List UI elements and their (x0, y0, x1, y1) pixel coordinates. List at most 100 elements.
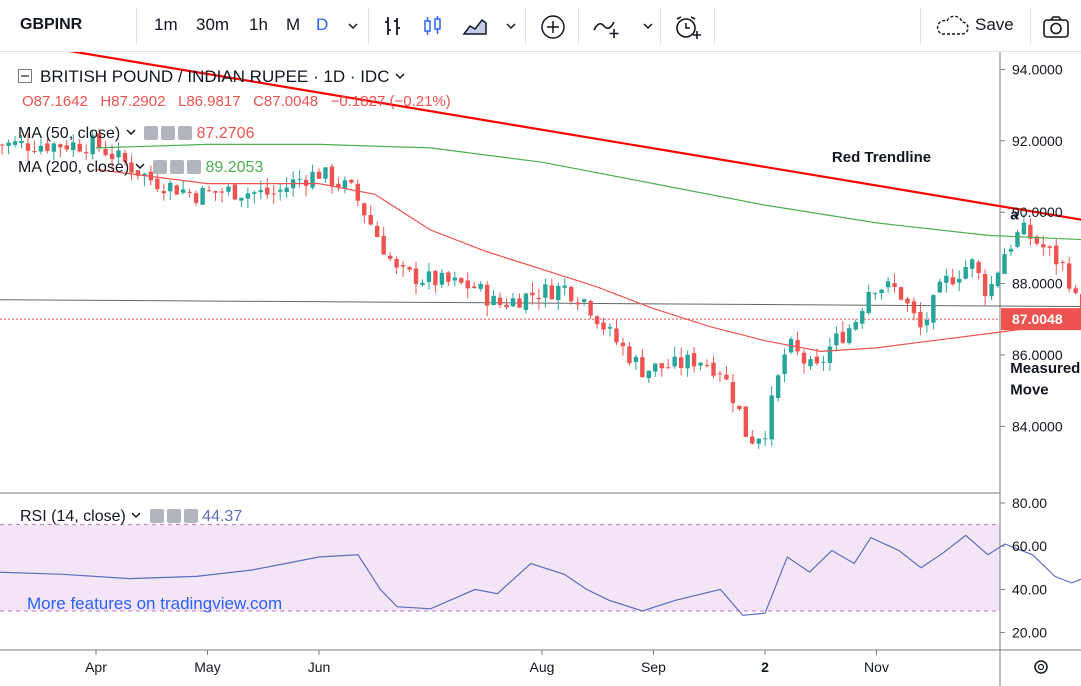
close-icon[interactable] (183, 509, 198, 523)
candle-body (536, 297, 542, 300)
candle (704, 359, 710, 368)
candle-body (763, 438, 768, 440)
candle (1047, 245, 1052, 256)
ma50-legend: MA (50, close) 87.2706 (18, 125, 254, 143)
cloud-icon[interactable] (934, 14, 969, 38)
interval-day[interactable]: D (316, 15, 329, 34)
camera-icon[interactable] (1042, 14, 1069, 38)
chevron-down-icon[interactable] (394, 70, 406, 82)
interval-1h[interactable]: 1h (249, 15, 268, 34)
eye-icon[interactable] (153, 160, 168, 174)
candle-body (135, 170, 141, 176)
candle-body (995, 272, 1001, 287)
gear-icon[interactable] (170, 160, 185, 174)
add-icon[interactable] (540, 14, 565, 39)
candle (452, 271, 458, 287)
candle-body (96, 133, 102, 148)
chevron-down-icon[interactable] (499, 14, 523, 38)
candle (976, 259, 981, 280)
bar-chart-icon[interactable] (381, 14, 405, 38)
candles (0, 128, 1081, 449)
candle (588, 299, 593, 319)
candle-body (387, 255, 393, 259)
candle-body (193, 193, 199, 203)
eye-icon[interactable] (144, 126, 159, 140)
candle (756, 437, 761, 449)
candle (1015, 229, 1020, 249)
horizontal-line (0, 299, 1081, 308)
candle (245, 187, 251, 209)
candle-body (336, 183, 341, 188)
alert-clock-icon[interactable] (673, 14, 701, 39)
candle-body (109, 153, 115, 160)
candle-body (0, 144, 5, 146)
candle (937, 278, 943, 294)
candle-body (219, 191, 225, 193)
gear-icon[interactable] (161, 126, 176, 140)
candle-body (213, 191, 218, 193)
rsi-tick-label: 60.00 (1012, 538, 1047, 554)
candle (931, 294, 936, 330)
eye-icon[interactable] (149, 509, 164, 523)
chevron-down-icon[interactable] (125, 126, 137, 138)
candle-body (103, 148, 108, 156)
candle-body (368, 215, 373, 225)
candle-body (161, 191, 166, 194)
rsi-band (0, 524, 1000, 612)
collapse-icon[interactable] (18, 69, 32, 83)
candle-body (685, 354, 690, 369)
ohlc-close: C87.0048 (253, 93, 319, 110)
settings-gear-icon[interactable] (1034, 660, 1048, 674)
candle (950, 268, 955, 286)
interval-month[interactable]: M (286, 15, 301, 34)
watermark-link[interactable]: More features on tradingview.com (27, 594, 283, 613)
candle-body (45, 143, 50, 151)
main-legend-title: BRITISH POUND / INDIAN RUPEE · 1D · IDC (18, 67, 406, 87)
gear-icon[interactable] (166, 509, 181, 523)
candle (187, 188, 192, 198)
candle (640, 349, 645, 378)
candle-body (801, 352, 807, 364)
candle-body (717, 373, 723, 375)
annotation-label: Red Trendline (832, 149, 931, 166)
candle (323, 166, 328, 183)
top-toolbar: GBPINR 1m 30m 1h M D Save (0, 0, 1081, 52)
candle (1073, 285, 1078, 295)
interval-30m[interactable]: 30m (196, 15, 230, 34)
candle-body (1066, 263, 1072, 289)
candle (698, 361, 703, 371)
candle-body (872, 293, 878, 295)
price-chart[interactable]: 94.0000 92.0000 90.0000 88.0000 86.0000 84.00… (0, 52, 1081, 686)
candle (556, 282, 561, 311)
toolbar-divider (136, 8, 137, 44)
time-tick-label: Aug (530, 659, 555, 675)
candle (523, 292, 529, 314)
area-chart-icon[interactable] (462, 14, 487, 38)
candle (336, 177, 341, 192)
symbol-search[interactable]: GBPINR (20, 16, 83, 33)
candle-body (627, 346, 632, 364)
candle (19, 134, 24, 149)
candle-body (271, 193, 276, 195)
close-icon[interactable] (178, 126, 193, 140)
chevron-down-icon[interactable] (130, 509, 142, 521)
candle-body (187, 191, 192, 193)
chart-grid (0, 52, 1081, 686)
indicators-icon[interactable] (592, 14, 619, 38)
chevron-down-icon[interactable] (636, 14, 660, 38)
chevron-down-icon[interactable] (341, 14, 365, 38)
ma200-value: 89.2053 (205, 159, 264, 176)
save-button[interactable]: Save (975, 15, 1014, 34)
interval-1m[interactable]: 1m (154, 15, 178, 34)
candle-body (678, 357, 684, 368)
candle (614, 320, 619, 346)
candle-body (530, 292, 535, 296)
candles-icon[interactable] (421, 14, 445, 38)
candle-body (640, 357, 645, 378)
candle-body (756, 438, 761, 444)
close-icon[interactable] (187, 160, 202, 174)
candle-body (982, 274, 988, 297)
candle-body (459, 278, 464, 283)
candle-body (808, 359, 813, 367)
chevron-down-icon[interactable] (134, 160, 146, 172)
